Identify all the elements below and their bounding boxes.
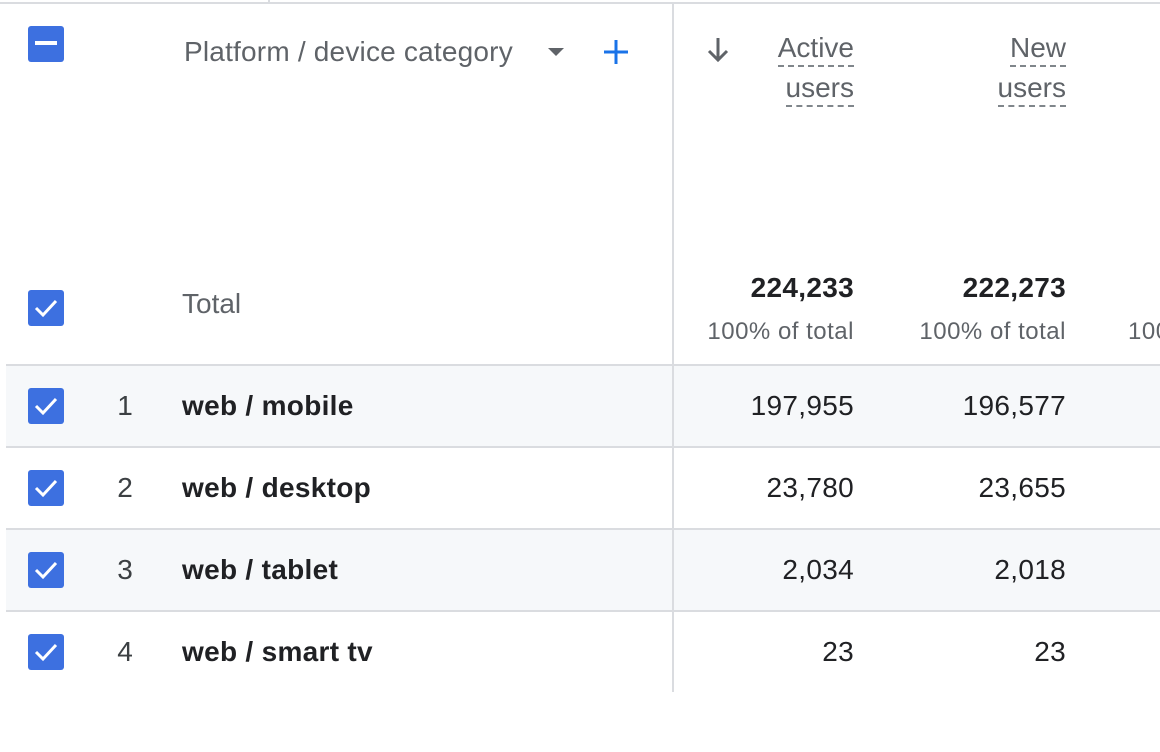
total-active-users-percent: 100% of total [707,318,854,345]
checkmark-icon [34,397,58,416]
total-checkbox[interactable] [28,290,64,326]
dimension-header[interactable]: Platform / device category [184,36,513,67]
checkmark-icon [34,561,58,580]
total-label: Total [182,288,242,319]
column-header-line1: Active [777,31,854,67]
row-active-users: 23,780 [766,472,854,503]
minus-checkbox-icon [35,41,57,45]
total-next-column-percent: 100% of total [1128,318,1160,345]
row-rank: 3 [117,554,133,585]
total-new-users: 222,273 [962,272,1066,303]
row-checkbox[interactable] [28,470,64,506]
row-checkbox[interactable] [28,388,64,424]
column-header-line2: users [785,71,854,107]
row-stripe-3 [6,529,1160,611]
row-rank: 4 [117,636,133,667]
arrow-down-icon[interactable] [706,36,730,64]
column-header-line2: users [997,71,1066,107]
top-border [0,2,1160,4]
top-stub-divider [268,0,270,4]
total-new-users-percent: 100% of total [919,318,1066,345]
total-active-users: 224,233 [750,272,854,303]
row-checkbox[interactable] [28,634,64,670]
row-new-users: 2,018 [994,554,1066,585]
checkmark-icon [34,299,58,318]
select-all-checkbox[interactable] [28,26,64,62]
checkmark-icon [34,479,58,498]
column-header-line1: New [1009,31,1066,67]
row-new-users: 23 [1034,636,1066,667]
row-active-users: 2,034 [782,554,854,585]
row-rank: 1 [117,390,133,421]
row-divider [6,528,1160,530]
row-checkbox[interactable] [28,552,64,588]
row-dimension[interactable]: web / tablet [182,554,339,585]
row-stripe-1 [6,365,1160,447]
row-dimension[interactable]: web / mobile [182,390,354,421]
row-dimension[interactable]: web / smart tv [182,636,373,667]
column-header-active-users[interactable]: Active users [694,28,854,108]
row-active-users: 197,955 [750,390,854,421]
plus-icon[interactable] [600,36,632,68]
row-divider [6,446,1160,448]
row-divider [6,364,1160,366]
row-new-users: 23,655 [978,472,1066,503]
column-header-new-users[interactable]: New users [906,28,1066,108]
column-divider [672,4,674,692]
caret-down-icon[interactable] [548,48,564,56]
row-active-users: 23 [822,636,854,667]
row-rank: 2 [117,472,133,503]
row-dimension[interactable]: web / desktop [182,472,372,503]
row-new-users: 196,577 [962,390,1066,421]
checkmark-icon [34,643,58,662]
row-divider [6,610,1160,612]
